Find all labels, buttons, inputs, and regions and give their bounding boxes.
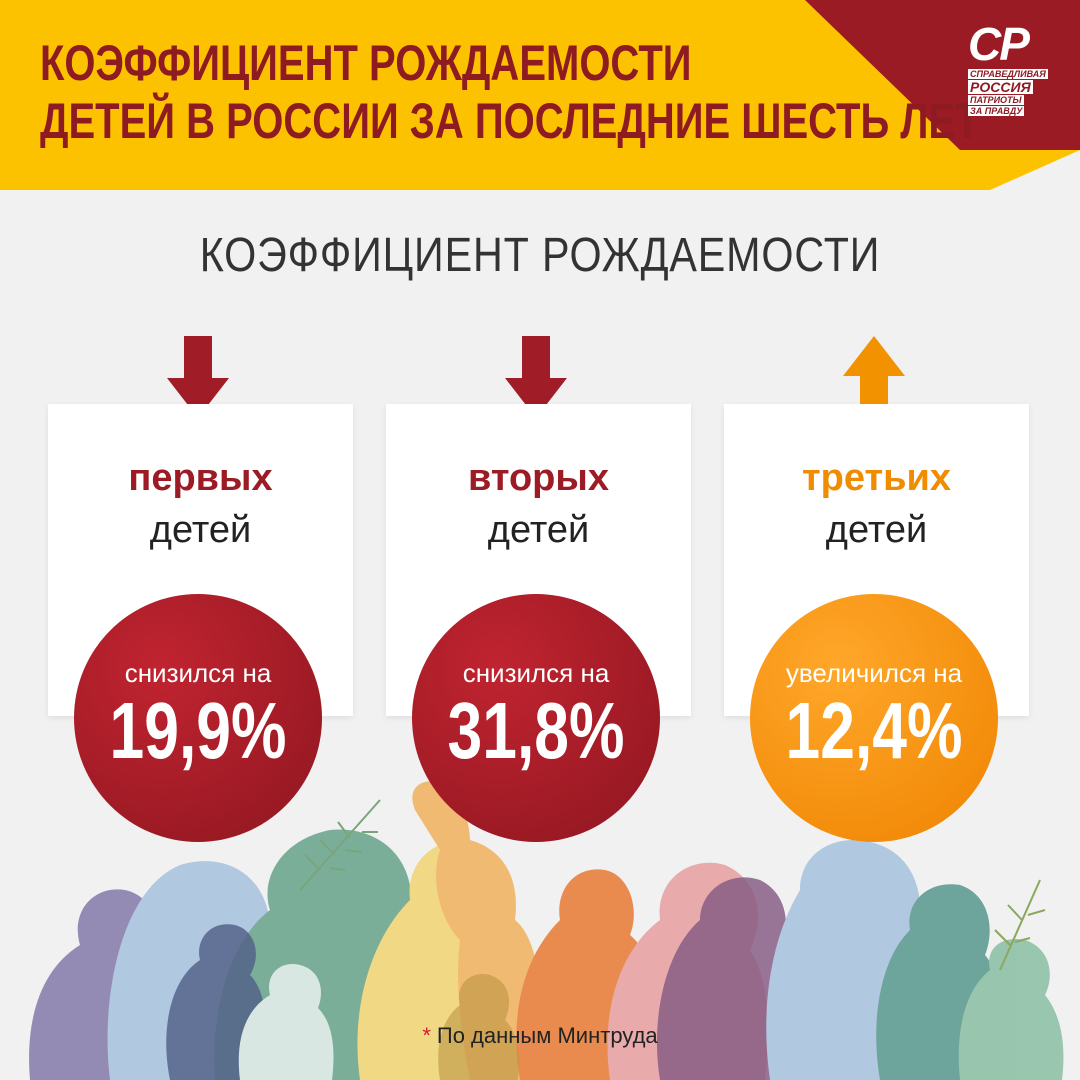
footnote-star: * [422,1023,431,1048]
circle-value: 12,4% [785,686,963,775]
source-footnote: * По данным Минтруда [0,1022,1080,1050]
logo-line-2: РОССИЯ [968,79,1033,95]
footnote-text: По данным Минтруда [436,1023,658,1048]
arrow-down-icon [505,336,567,418]
party-logo: СР СПРАВЕДЛИВАЯ РОССИЯ ПАТРИОТЫ ЗА ПРАВД… [968,20,1058,130]
card-word: первых [128,457,273,499]
circle-label: увеличился на [785,658,963,688]
title-line-1: КОЭФФИЦИЕНТ РОЖДАЕМОСТИ [40,35,692,91]
circle-label: снизился на [124,658,272,688]
title-line-2: ДЕТЕЙ В РОССИИ ЗА ПОСЛЕДНИЕ ШЕСТЬ ЛЕТ [40,93,980,149]
circle-value: 19,9% [109,686,287,775]
circle-label: снизился на [462,658,610,688]
card-word: третьих [802,457,951,499]
logo-line-1: СПРАВЕДЛИВАЯ [968,69,1048,79]
circle-value: 31,8% [447,686,625,775]
logo-line-4: ЗА ПРАВДУ [968,106,1025,116]
stat-circle-first: снизился на 19,9% [74,594,322,842]
page-title: КОЭФФИЦИЕНТ РОЖДАЕМОСТИ ДЕТЕЙ В РОССИИ З… [40,34,980,150]
arrow-up-icon [843,336,905,418]
subtitle: КОЭФФИЦИЕНТ РОЖДАЕМОСТИ [199,229,881,282]
card-sub: детей [487,509,590,551]
stat-circle-third: увеличился на 12,4% [750,594,998,842]
people-silhouettes-illustration [29,781,1064,1080]
card-word: вторых [468,457,609,499]
logo-line-3: ПАТРИОТЫ [968,95,1024,105]
arrow-down-icon [167,336,229,418]
card-sub: детей [149,509,252,551]
logo-mark: СР [968,18,1030,70]
stat-circle-second: снизился на 31,8% [412,594,660,842]
card-sub: детей [825,509,928,551]
